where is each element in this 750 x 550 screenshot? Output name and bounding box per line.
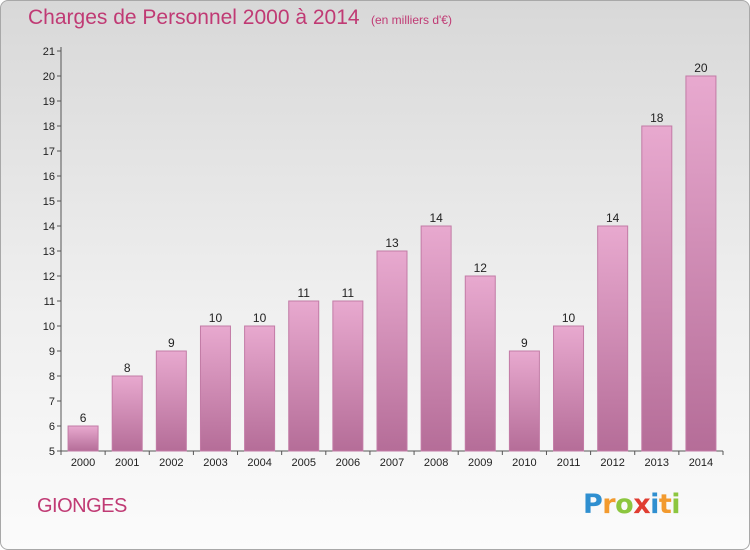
y-tick-label: 11 bbox=[44, 296, 55, 308]
x-tick-label: 2009 bbox=[468, 457, 492, 469]
bar-value-label: 10 bbox=[253, 311, 267, 325]
y-tick-label: 12 bbox=[43, 271, 55, 283]
bar bbox=[155, 350, 187, 452]
bar-value-label: 11 bbox=[342, 286, 355, 300]
x-tick-label: 2000 bbox=[71, 457, 95, 469]
logo-letter: i bbox=[650, 489, 659, 520]
y-tick-label: 18 bbox=[43, 121, 55, 133]
bar-value-label: 13 bbox=[385, 236, 399, 250]
bar-value-label: 20 bbox=[694, 61, 708, 75]
proxiti-logo[interactable]: Proxiti bbox=[583, 489, 681, 520]
chart-title: Charges de Personnel 2000 à 2014 bbox=[28, 6, 360, 29]
x-tick-label: 2014 bbox=[689, 457, 713, 469]
y-tick-label: 9 bbox=[49, 346, 55, 358]
y-tick-label: 7 bbox=[49, 396, 55, 408]
bar bbox=[508, 350, 540, 452]
x-tick-label: 2011 bbox=[557, 457, 581, 469]
bar-value-label: 9 bbox=[168, 336, 175, 350]
bar bbox=[332, 300, 364, 452]
bar bbox=[288, 300, 320, 452]
x-tick-label: 2004 bbox=[247, 457, 271, 469]
y-tick-label: 16 bbox=[43, 171, 55, 183]
bar-value-label: 11 bbox=[297, 286, 310, 300]
logo-letter: t bbox=[658, 489, 672, 520]
bar-value-label: 10 bbox=[562, 311, 576, 325]
bar-value-label: 10 bbox=[209, 311, 223, 325]
bar-value-label: 12 bbox=[474, 261, 488, 275]
x-tick-label: 2013 bbox=[645, 457, 669, 469]
bar bbox=[376, 250, 408, 452]
bar-value-label: 9 bbox=[521, 336, 528, 350]
bar bbox=[244, 325, 276, 452]
bar bbox=[67, 425, 99, 452]
y-tick-label: 13 bbox=[43, 246, 55, 258]
bar-value-label: 18 bbox=[650, 111, 664, 125]
y-tick-label: 21 bbox=[43, 46, 55, 58]
y-tick-label: 14 bbox=[43, 221, 55, 233]
logo-letter: o bbox=[615, 489, 634, 520]
y-tick-label: 17 bbox=[43, 146, 55, 158]
y-tick-label: 6 bbox=[49, 421, 55, 433]
bar bbox=[641, 125, 673, 452]
y-tick-label: 10 bbox=[43, 321, 55, 333]
x-tick-label: 2012 bbox=[600, 457, 624, 469]
x-tick-label: 2003 bbox=[203, 457, 227, 469]
logo-letter: P bbox=[583, 489, 603, 520]
chart-subtitle: (en milliers d'€) bbox=[371, 13, 452, 27]
bar bbox=[199, 325, 231, 452]
bar bbox=[464, 275, 496, 452]
bar bbox=[685, 75, 717, 452]
commune-name: GIONGES bbox=[37, 495, 127, 517]
y-tick-label: 19 bbox=[43, 96, 55, 108]
logo-letter: x bbox=[633, 489, 651, 520]
x-tick-label: 2005 bbox=[291, 457, 315, 469]
y-tick-label: 8 bbox=[49, 371, 55, 383]
bar-value-label: 6 bbox=[80, 411, 87, 425]
logo-letter: i bbox=[671, 489, 681, 520]
y-tick-label: 20 bbox=[43, 71, 55, 83]
bar bbox=[553, 325, 585, 452]
x-tick-label: 2008 bbox=[424, 457, 448, 469]
bar-value-label: 14 bbox=[606, 211, 620, 225]
logo-letter: r bbox=[602, 489, 616, 520]
y-tick-label: 15 bbox=[43, 196, 55, 208]
x-tick-label: 2002 bbox=[159, 457, 183, 469]
y-tick-label: 5 bbox=[49, 446, 55, 458]
x-tick-label: 2001 bbox=[115, 457, 139, 469]
x-tick-label: 2010 bbox=[512, 457, 536, 469]
bar-value-label: 14 bbox=[429, 211, 443, 225]
bar bbox=[597, 225, 629, 452]
x-tick-label: 2006 bbox=[336, 457, 360, 469]
bar bbox=[420, 225, 452, 452]
bar-value-label: 8 bbox=[124, 361, 131, 375]
bar bbox=[111, 375, 143, 452]
x-tick-label: 2007 bbox=[380, 457, 404, 469]
